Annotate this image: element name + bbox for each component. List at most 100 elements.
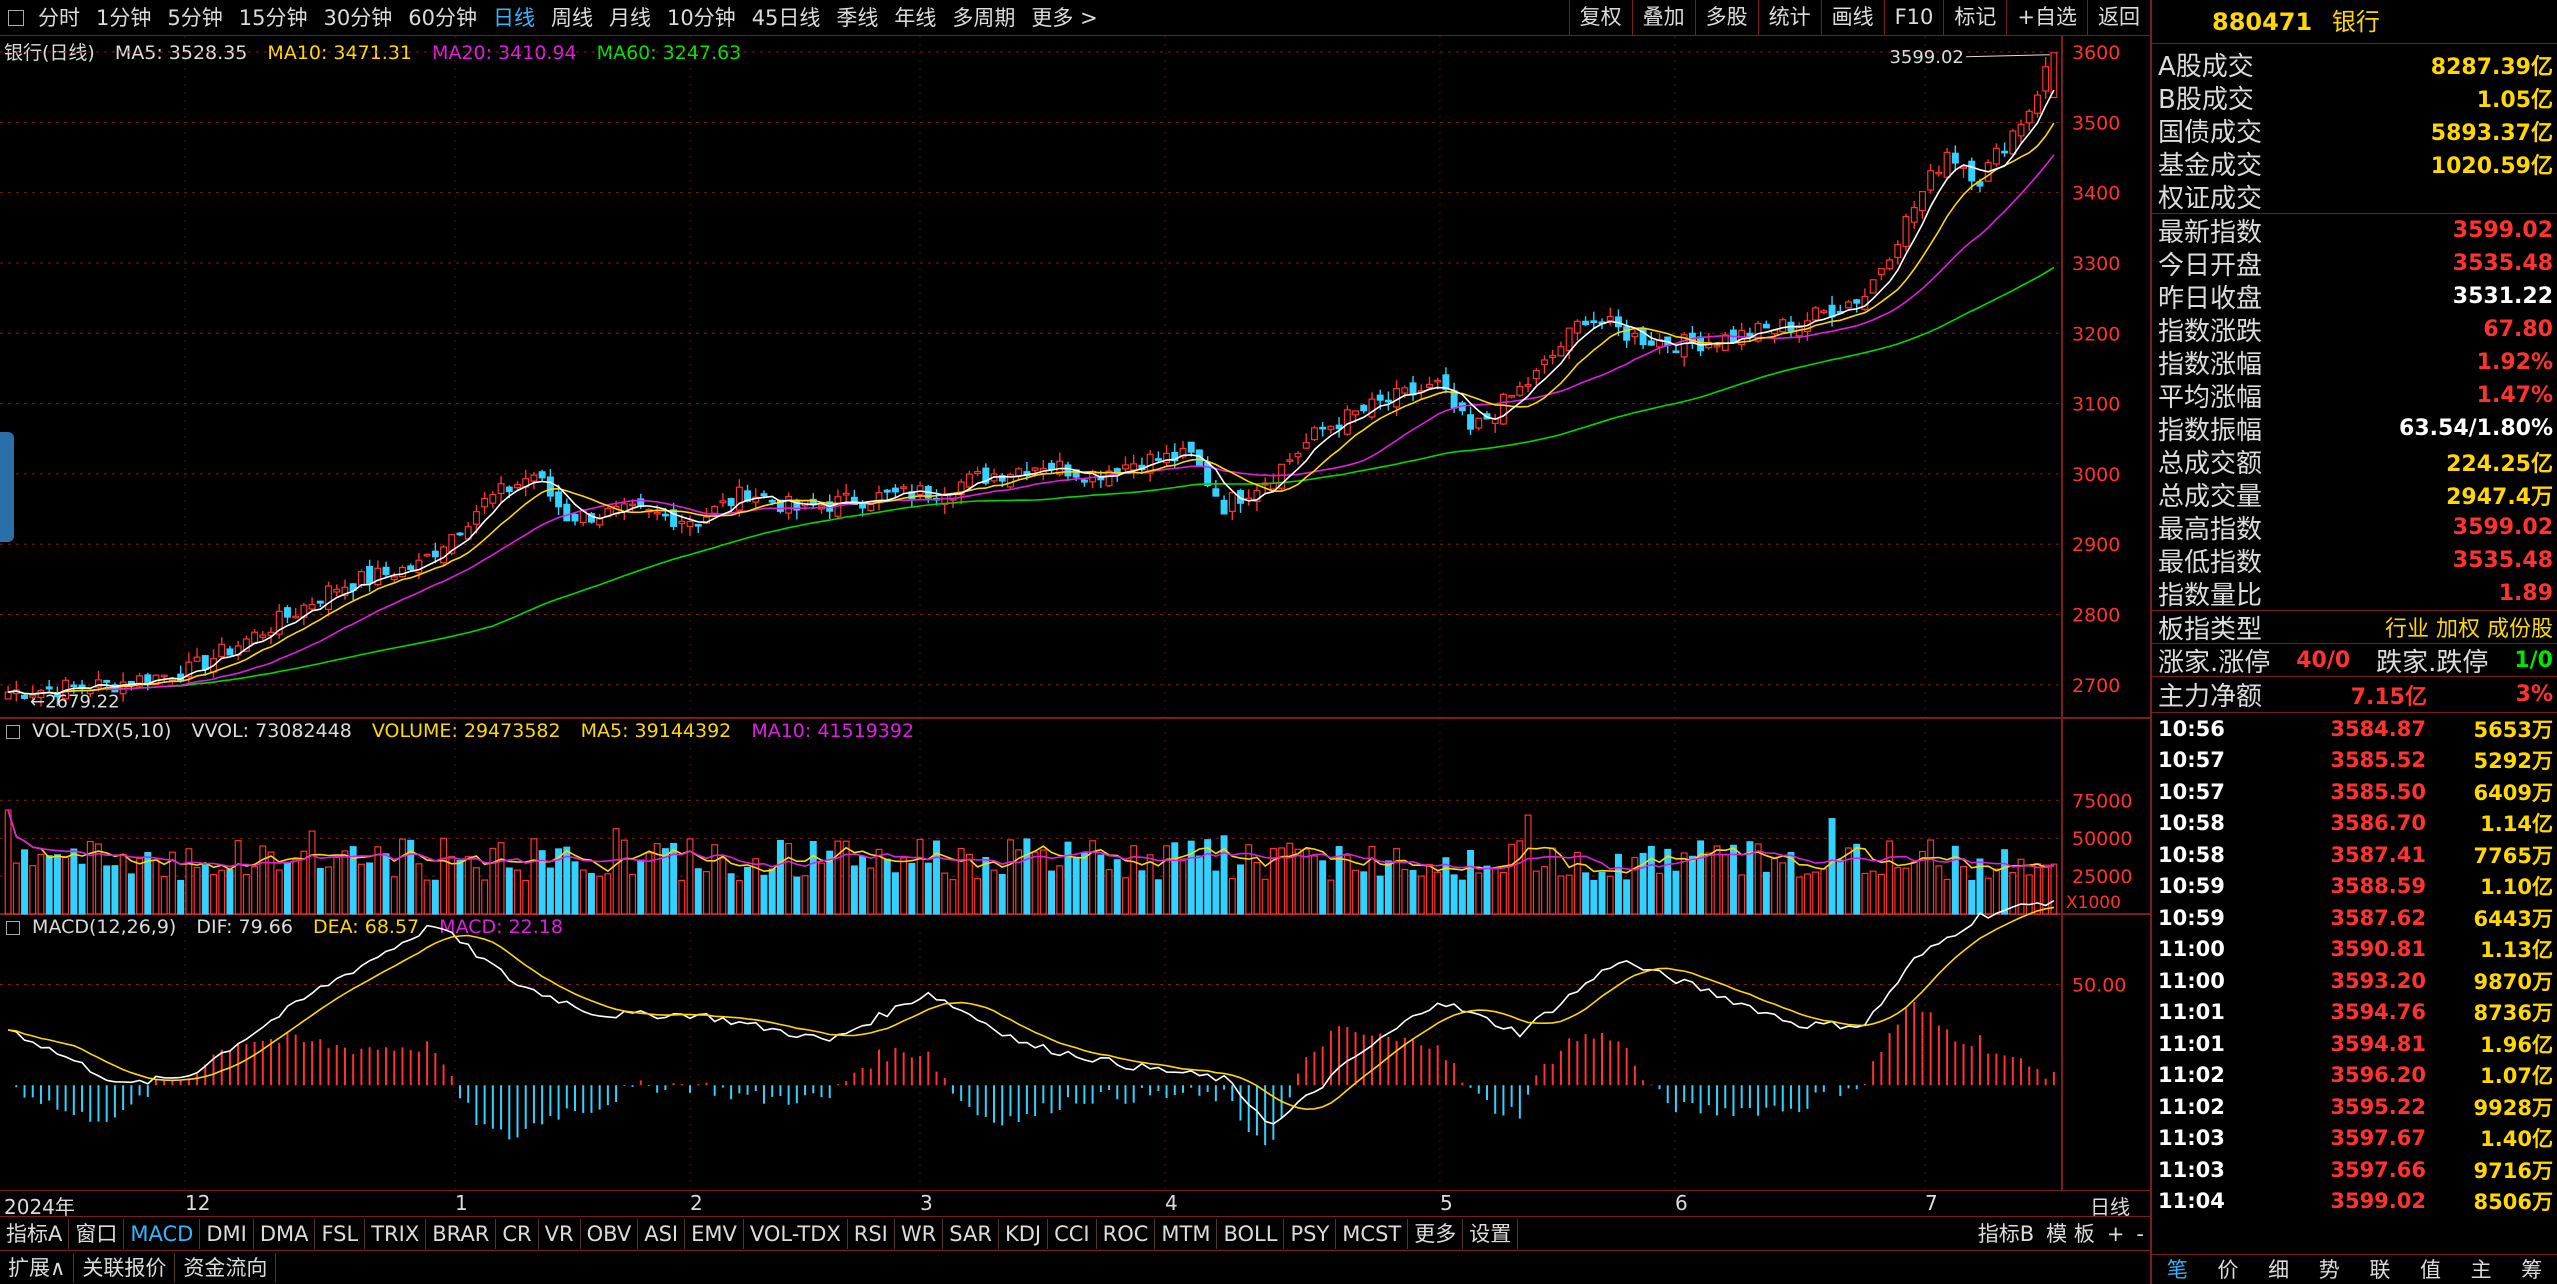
indicator-tab-2[interactable]: MACD xyxy=(124,1218,201,1249)
period-tab-6[interactable]: 日线 xyxy=(492,6,535,30)
detail-tab-0[interactable]: 笔 xyxy=(2166,1258,2188,1282)
period-tab-7[interactable]: 周线 xyxy=(550,6,593,30)
tick-amount: 8506万 xyxy=(2473,1190,2553,1215)
tool-button-3[interactable]: 统计 xyxy=(1757,0,1821,36)
indicator-tab-20[interactable]: MTM xyxy=(1155,1218,1218,1249)
volume-bar xyxy=(1853,843,1861,915)
volume-bar xyxy=(818,862,825,915)
indicator-tab-7[interactable]: BRAR xyxy=(426,1218,497,1249)
volume-bar xyxy=(1918,850,1926,915)
volume-bar xyxy=(1064,841,1072,915)
period-tab-4[interactable]: 30分钟 xyxy=(323,6,393,30)
period-tab-11[interactable]: 季线 xyxy=(836,6,879,30)
detail-tab-5[interactable]: 值 xyxy=(2419,1258,2441,1282)
period-tab-2[interactable]: 5分钟 xyxy=(167,6,223,30)
vol-ma10-legend: MA10: 41519392 xyxy=(751,720,915,742)
period-tab-0[interactable]: 分时 xyxy=(38,6,80,30)
volume-bar xyxy=(1467,850,1475,915)
detail-tab-7[interactable]: 筹 xyxy=(2521,1258,2543,1282)
detail-tab-1[interactable]: 价 xyxy=(2217,1258,2239,1282)
volume-bar xyxy=(1384,860,1392,915)
candle-body xyxy=(2042,66,2050,92)
kline-chart[interactable]: 2700 2800 2900 3000 3100 3200 3300 3400 3500 3600… xyxy=(0,36,2150,1190)
volume-bar xyxy=(965,853,973,915)
indicator-tab-1[interactable]: 窗口 xyxy=(69,1218,125,1249)
indicator-tab-24[interactable]: 更多 xyxy=(1408,1218,1464,1249)
tool-button-8[interactable]: 返回 xyxy=(2087,0,2150,36)
plate-type-label: 板指类型 xyxy=(2158,614,2263,645)
tick-row: 10:58 3586.70 1.14亿 xyxy=(2152,808,2557,840)
volume-bar xyxy=(374,846,382,915)
indicator-tab-19[interactable]: ROC xyxy=(1097,1218,1156,1249)
indicator-tab-15[interactable]: WR xyxy=(895,1218,944,1249)
detail-tab-2[interactable]: 细 xyxy=(2268,1258,2290,1282)
indicator-right-2[interactable]: + xyxy=(2106,1222,2125,1246)
turnover-label: A股成交 xyxy=(2158,52,2254,82)
indicator-tab-23[interactable]: MCST xyxy=(1336,1218,1409,1249)
detail-tab-6[interactable]: 主 xyxy=(2470,1258,2492,1282)
candle-body xyxy=(407,565,415,570)
candle-body xyxy=(1623,326,1631,341)
indicator-right-3[interactable]: - xyxy=(2136,1222,2144,1246)
indicator-tab-14[interactable]: RSI xyxy=(848,1218,895,1249)
indicator-right-1[interactable]: 模 板 xyxy=(2046,1222,2095,1246)
expand-handle[interactable] xyxy=(0,432,14,542)
period-tab-10[interactable]: 45日线 xyxy=(751,6,821,30)
period-tab-8[interactable]: 月线 xyxy=(608,6,651,30)
indicator-tab-17[interactable]: KDJ xyxy=(999,1218,1049,1249)
tool-button-5[interactable]: F10 xyxy=(1883,0,1944,36)
volume-bar xyxy=(308,830,316,915)
indicator-tab-4[interactable]: DMA xyxy=(254,1218,316,1249)
period-tab-13[interactable]: 多周期 xyxy=(952,6,1016,30)
indicator-tab-21[interactable]: BOLL xyxy=(1217,1218,1285,1249)
tool-button-1[interactable]: 叠加 xyxy=(1631,0,1695,36)
indicator-tab-16[interactable]: SAR xyxy=(943,1218,999,1249)
bottom-tab-0[interactable]: 扩展∧ xyxy=(0,1252,75,1283)
candle-body xyxy=(735,486,743,511)
collapse-icon[interactable] xyxy=(6,724,20,739)
min-price-label: ←2679.22 xyxy=(30,691,120,712)
tool-button-6[interactable]: 标记 xyxy=(1943,0,2006,36)
period-tab-12[interactable]: 年线 xyxy=(894,6,937,30)
candle-body xyxy=(1130,463,1138,471)
period-tab-9[interactable]: 10分钟 xyxy=(666,6,736,30)
indicator-tab-0[interactable]: 指标A xyxy=(0,1218,70,1249)
tool-button-4[interactable]: 画线 xyxy=(1820,0,1884,36)
indicator-tab-8[interactable]: CR xyxy=(496,1218,539,1249)
tool-button-7[interactable]: +自选 xyxy=(2006,0,2087,36)
period-tab-1[interactable]: 1分钟 xyxy=(96,6,152,30)
period-tab-5[interactable]: 60分钟 xyxy=(408,6,477,30)
volume-bar xyxy=(1409,869,1417,915)
volume-bar xyxy=(1105,869,1113,915)
detail-tab-4[interactable]: 联 xyxy=(2369,1258,2391,1282)
index-stat-row: 平均涨幅 1.47% xyxy=(2152,379,2557,413)
menu-icon[interactable] xyxy=(8,10,24,26)
indicator-tab-5[interactable]: FSL xyxy=(315,1218,366,1249)
collapse-icon[interactable] xyxy=(6,920,20,935)
candle-body xyxy=(1508,394,1516,398)
indicator-tab-18[interactable]: CCI xyxy=(1048,1218,1097,1249)
indicator-tab-11[interactable]: ASI xyxy=(638,1218,686,1249)
indicator-tab-3[interactable]: DMI xyxy=(200,1218,254,1249)
tool-button-2[interactable]: 多股 xyxy=(1694,0,1758,36)
tick-price: 3584.87 xyxy=(2330,716,2426,741)
tick-price: 3587.41 xyxy=(2330,842,2426,867)
tick-amount: 5653万 xyxy=(2473,717,2553,742)
candle-body xyxy=(1549,354,1557,359)
indicator-tab-22[interactable]: PSY xyxy=(1284,1218,1337,1249)
detail-tab-3[interactable]: 势 xyxy=(2318,1258,2340,1282)
indicator-tab-6[interactable]: TRIX xyxy=(365,1218,427,1249)
indicator-tab-25[interactable]: 设置 xyxy=(1463,1218,1519,1249)
bottom-tab-2[interactable]: 资金流向 xyxy=(175,1252,277,1283)
indicator-tab-12[interactable]: EMV xyxy=(685,1218,744,1249)
volume-bar xyxy=(78,863,86,915)
indicator-tab-13[interactable]: VOL-TDX xyxy=(744,1218,848,1249)
indicator-tab-9[interactable]: VR xyxy=(539,1218,581,1249)
bottom-tab-1[interactable]: 关联报价 xyxy=(74,1252,176,1283)
tool-button-0[interactable]: 复权 xyxy=(1568,0,1632,36)
indicator-tab-10[interactable]: OBV xyxy=(581,1218,639,1249)
period-tab-3[interactable]: 15分钟 xyxy=(238,6,308,30)
indicator-right-0[interactable]: 指标B xyxy=(1977,1222,2035,1246)
period-tab-14[interactable]: 更多 > xyxy=(1031,6,1098,30)
plate-type-value[interactable]: 行业 加权 成份股 xyxy=(2385,617,2553,642)
